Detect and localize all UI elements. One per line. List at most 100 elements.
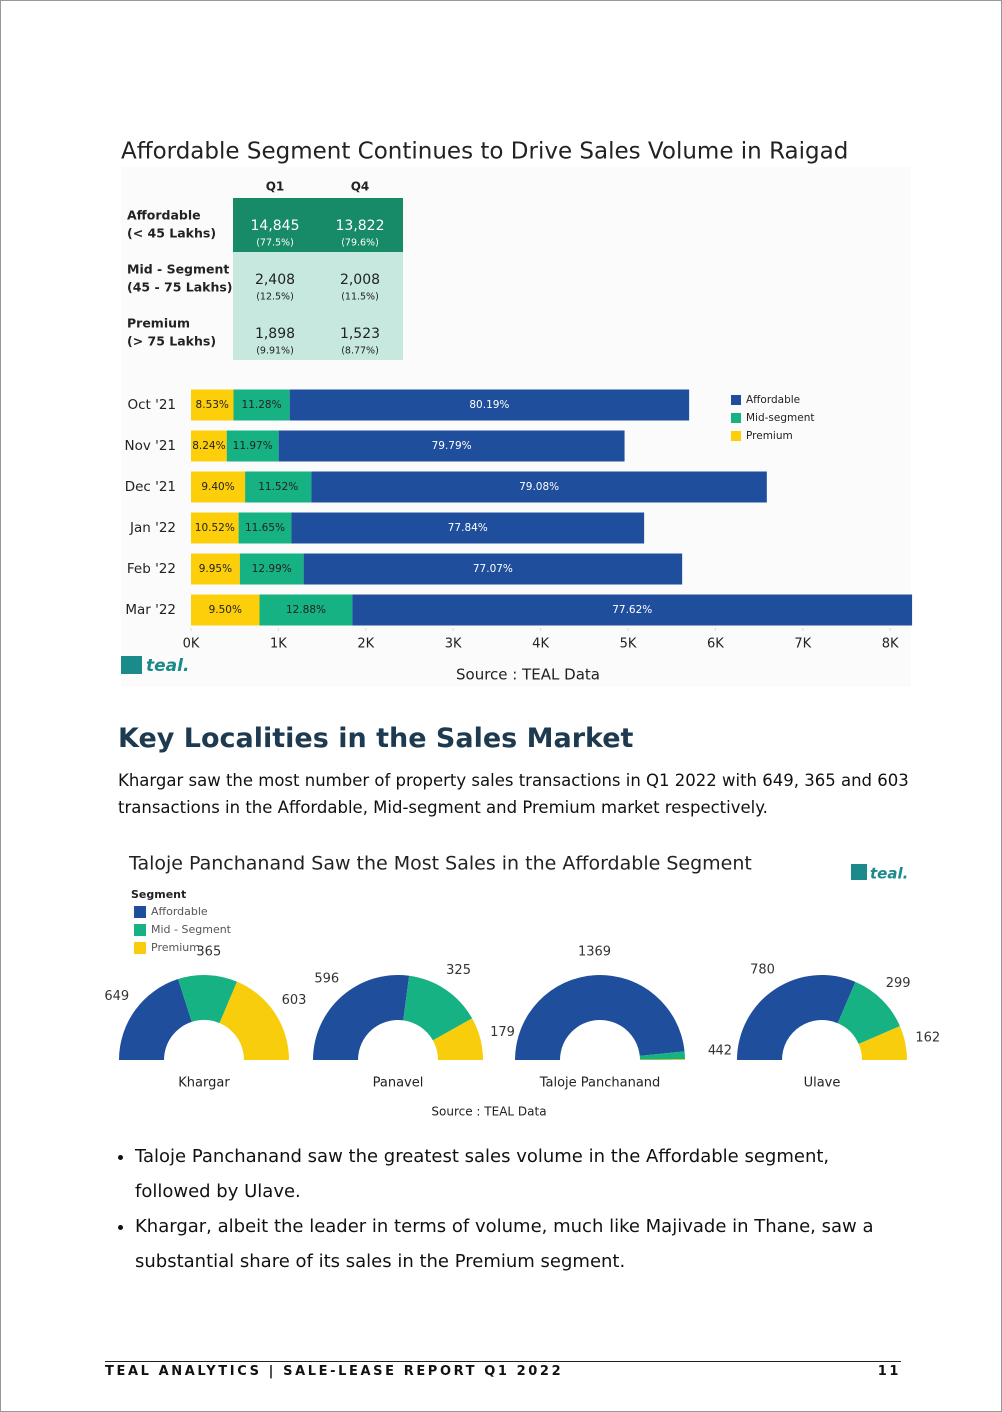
segment-label: 79.08%	[519, 481, 559, 493]
chart-title: Affordable Segment Continues to Drive Sa…	[121, 139, 848, 165]
paragraph: Khargar saw the most number of property …	[118, 771, 909, 817]
data-label: 179	[490, 1025, 515, 1040]
y-tick-label: Feb '22	[127, 561, 176, 577]
bar-segment	[191, 512, 239, 544]
source: Source : TEAL Data	[456, 666, 600, 684]
bar-segment	[352, 594, 913, 626]
y-tick-label: Oct '21	[127, 397, 176, 413]
bar-segment	[239, 553, 304, 585]
data-label: 42	[716, 1044, 733, 1059]
segment-label: 11.52%	[258, 481, 298, 493]
legend-label: Affordable	[151, 905, 208, 918]
table-cell	[318, 252, 403, 306]
segment-label: 80.19%	[469, 399, 509, 411]
data-label: 325	[446, 963, 471, 978]
cell-share: (77.5%)	[256, 238, 294, 249]
bar-segment	[226, 430, 279, 462]
bullet: Taloje Panchanand saw the greatest sales…	[135, 1139, 905, 1209]
legend-swatch	[731, 395, 741, 405]
cell-share: (79.6%)	[341, 238, 379, 249]
bar-segment	[259, 594, 353, 626]
chart-title: Taloje Panchanand Saw the Most Sales in …	[128, 853, 752, 875]
heading: Key Localities in the Sales Market	[118, 723, 634, 754]
logo: teal.	[870, 865, 908, 883]
x-tick-label: 0K	[183, 637, 200, 652]
bar-segment	[289, 389, 690, 421]
x-tick-label: 3K	[445, 637, 462, 652]
bar-segment	[245, 471, 312, 503]
cell-value: 1,898	[255, 326, 295, 342]
cell-value: 1,523	[340, 326, 380, 342]
data-label: 649	[104, 989, 129, 1004]
legend-title: Segment	[131, 888, 186, 901]
donut-segment	[639, 1051, 685, 1060]
donut-segment	[737, 975, 856, 1060]
category-label: Ulave	[804, 1076, 841, 1091]
y-tick-label: Dec '21	[125, 479, 176, 495]
segment-label: 79.79%	[432, 440, 472, 452]
data-label: 365	[196, 945, 221, 960]
data-label: 162	[915, 1031, 940, 1046]
donut-segment	[432, 1018, 483, 1060]
category-label: Taloje Panchanand	[539, 1076, 661, 1091]
table-cell	[233, 306, 318, 360]
segment-label: 10.52%	[195, 522, 235, 534]
cell-value: 14,845	[251, 218, 300, 234]
bullet: Khargar, albeit the leader in terms of v…	[135, 1209, 905, 1279]
category-label: Khargar	[178, 1076, 230, 1091]
column-header: Q4	[351, 180, 370, 194]
legend-swatch	[731, 431, 741, 441]
segment-label: 9.50%	[209, 604, 242, 616]
cell-share: (11.5%)	[341, 292, 379, 303]
segment-label: 9.95%	[199, 563, 232, 575]
data-label: 299	[886, 976, 911, 991]
x-tick-label: 4K	[532, 637, 549, 652]
x-tick-label: 7K	[794, 637, 811, 652]
donut-segment	[837, 981, 900, 1045]
segment-label: 77.07%	[473, 563, 513, 575]
donut-segment	[858, 1026, 907, 1060]
row-label: Mid - Segment	[127, 262, 229, 277]
row-label: (> 75 Lakhs)	[127, 334, 216, 349]
segment-label: 9.40%	[201, 481, 234, 493]
bar-segment	[311, 471, 767, 503]
legend-label: Premium	[151, 941, 200, 954]
y-tick-label: Jan '22	[129, 520, 176, 536]
bar-segment	[238, 512, 292, 544]
bar-segment	[191, 553, 240, 585]
donut-segment	[403, 975, 473, 1041]
logo-mark	[851, 864, 867, 880]
column-header: Q1	[266, 180, 285, 194]
row-label: Affordable	[127, 208, 201, 223]
bar-segment	[191, 471, 246, 503]
segment-label: 12.88%	[286, 604, 326, 616]
cell-share: (8.77%)	[341, 346, 379, 357]
data-label: 780	[750, 962, 775, 977]
legend-swatch	[134, 942, 146, 954]
legend-label: Mid-segment	[746, 412, 815, 424]
bar-segment	[278, 430, 625, 462]
x-tick-label: 8K	[882, 637, 899, 652]
legend-swatch	[134, 906, 146, 918]
row-label: (< 45 Lakhs)	[127, 226, 216, 241]
row-label: (45 - 75 Lakhs)	[127, 280, 233, 295]
bar-segment	[191, 594, 260, 626]
segment-label: 11.97%	[233, 440, 273, 452]
table-cell	[233, 198, 318, 252]
legend-swatch	[134, 924, 146, 936]
cell-value: 2,408	[255, 272, 295, 288]
segment-label: 12.99%	[252, 563, 292, 575]
donut-segment	[639, 1059, 685, 1060]
bullet-list: Taloje Panchanand saw the greatest sales…	[113, 1139, 905, 1279]
source: Source : TEAL Data	[431, 1105, 546, 1119]
bar-segment	[233, 389, 290, 421]
table-cell	[233, 252, 318, 306]
page-number: 11	[877, 1364, 901, 1379]
logo-mark	[121, 656, 142, 674]
x-tick-label: 5K	[620, 637, 637, 652]
legend-swatch	[731, 413, 741, 423]
y-tick-label: Mar '22	[125, 602, 176, 618]
footer: TEAL ANALYTICS | SALE-LEASE REPORT Q1 20…	[105, 1361, 901, 1379]
footer-text: TEAL ANALYTICS | SALE-LEASE REPORT Q1 20…	[105, 1364, 564, 1379]
